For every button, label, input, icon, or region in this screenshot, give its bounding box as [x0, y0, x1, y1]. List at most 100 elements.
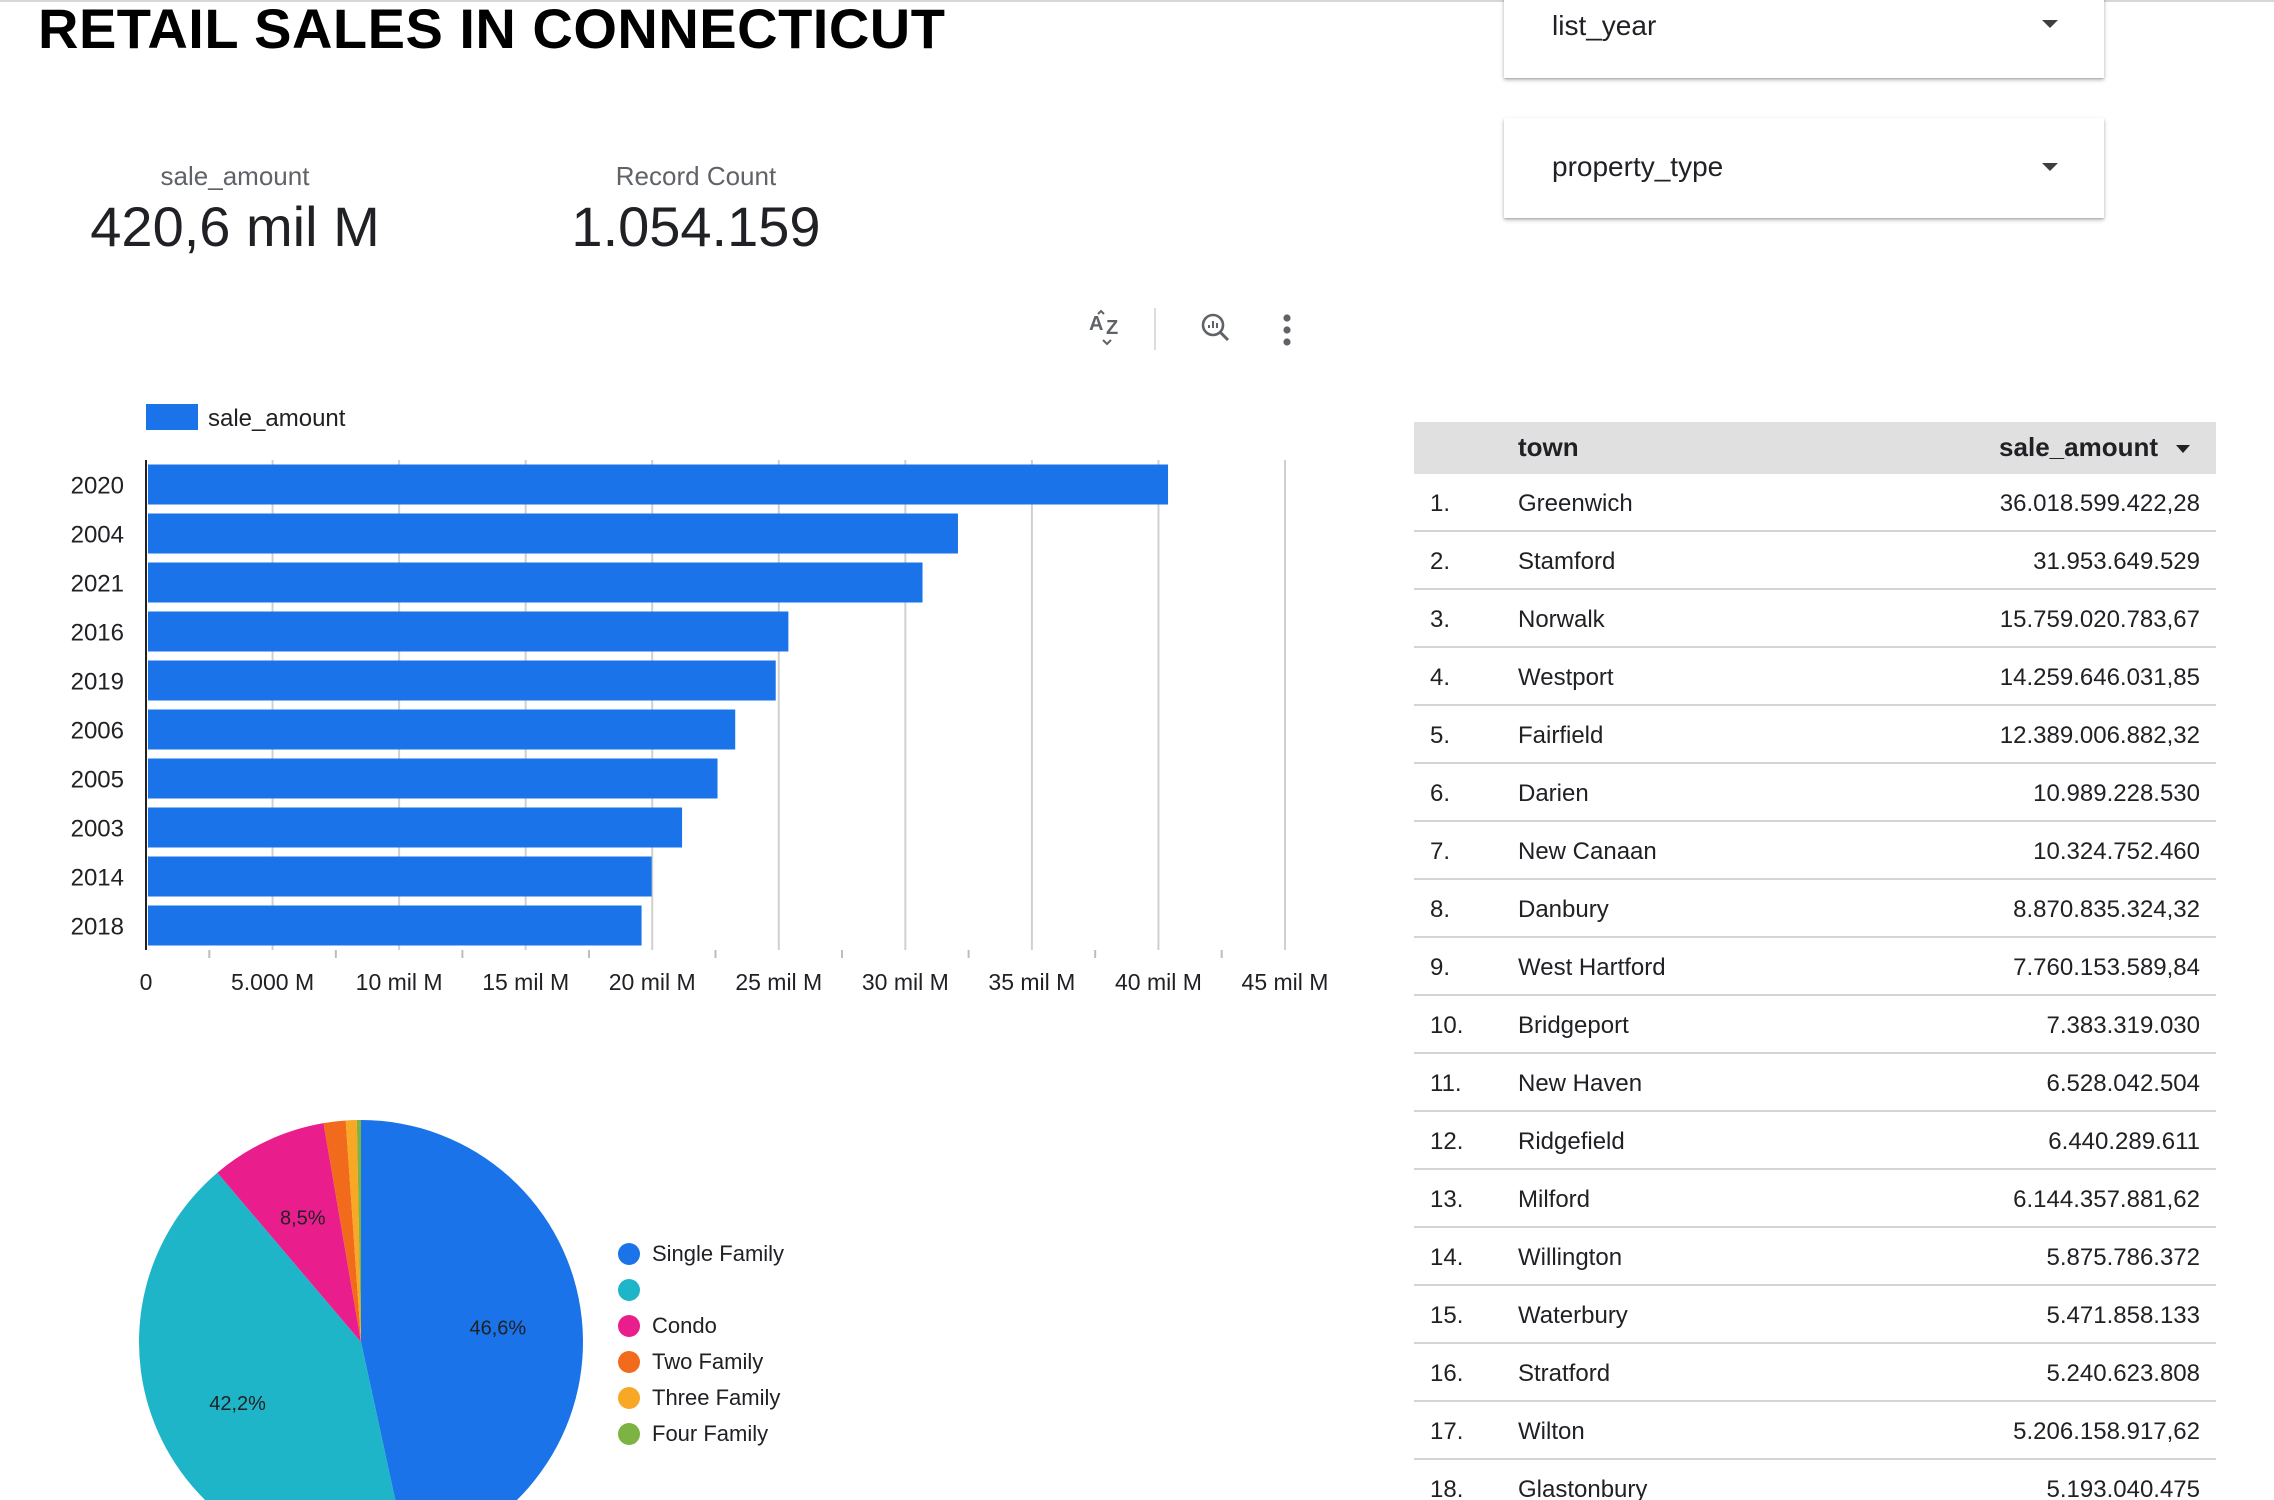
scorecard-label: sale_amount [160, 161, 310, 191]
pie-slice[interactable] [217, 1123, 361, 1342]
pie-slice-label: 8,5% [280, 1207, 326, 1229]
pie-slice[interactable] [139, 1172, 408, 1500]
town-cell: Waterbury [1518, 1302, 1628, 1329]
row-index: 7. [1430, 838, 1451, 865]
town-cell: Willington [1518, 1244, 1623, 1271]
row-index: 18. [1430, 1476, 1464, 1500]
row-index: 6. [1430, 780, 1451, 807]
bar[interactable] [148, 807, 683, 848]
filter-label: property_type [1552, 151, 1724, 182]
toolbar-divider [1154, 308, 1156, 350]
row-index: 11. [1430, 1070, 1462, 1097]
table-body: 1. Greenwich 36.018.599.422,28 2. Stamford 31… [1414, 474, 2216, 1500]
scorecard-record-count[interactable]: Record Count 1.054.159 [570, 160, 822, 258]
pie-legend-item[interactable] [618, 1272, 784, 1308]
pie-legend-item[interactable]: Four Family [618, 1416, 784, 1452]
town-cell: Stamford [1518, 548, 1616, 575]
pie-slice[interactable] [323, 1120, 361, 1342]
y-category-label: 2014 [71, 865, 124, 892]
bar[interactable] [148, 660, 776, 701]
row-index: 15. [1430, 1302, 1464, 1329]
bar[interactable] [148, 562, 923, 603]
sale-amount-cell: 5.471.858.133 [2046, 1302, 2200, 1329]
scorecard-sale-amount[interactable]: sale_amount 420,6 mil M [90, 160, 380, 258]
property-type-filter-dropdown[interactable]: property_type [1504, 118, 2104, 218]
town-cell: Ridgefield [1518, 1128, 1625, 1155]
more-vert-icon[interactable] [1270, 310, 1304, 350]
bar[interactable] [148, 709, 736, 750]
table-row[interactable]: 12. Ridgefield 6.440.289.611 [1414, 1112, 2216, 1170]
town-cell: New Haven [1518, 1070, 1643, 1097]
pie-legend-item[interactable]: Three Family [618, 1380, 784, 1416]
table-row[interactable]: 9. West Hartford 7.760.153.589,84 [1414, 938, 2216, 996]
pie-legend-item[interactable]: Single Family [618, 1236, 784, 1272]
town-cell: Norwalk [1518, 606, 1605, 633]
list-year-filter-dropdown[interactable]: list_year [1504, 0, 2104, 78]
column-header-town[interactable]: town [1518, 432, 1579, 462]
legend-dot [618, 1423, 640, 1445]
table-row[interactable]: 4. Westport 14.259.646.031,85 [1414, 648, 2216, 706]
town-cell: Greenwich [1518, 490, 1633, 517]
table-row[interactable]: 13. Milford 6.144.357.881,62 [1414, 1170, 2216, 1228]
town-cell: Danbury [1518, 896, 1609, 923]
table-row[interactable]: 15. Waterbury 5.471.858.133 [1414, 1286, 2216, 1344]
sort-az-icon[interactable]: A Z [1087, 308, 1127, 348]
legend-label: Two Family [652, 1349, 764, 1374]
pie-legend-item[interactable]: Two Family [618, 1344, 784, 1380]
column-header-sale-amount[interactable]: sale_amount [1999, 432, 2158, 462]
legend-label: Condo [652, 1313, 717, 1338]
top-divider [0, 0, 2274, 2]
sale-amount-cell: 6.440.289.611 [2048, 1128, 2200, 1155]
legend-dot [618, 1243, 640, 1265]
table-row[interactable]: 10. Bridgeport 7.383.319.030 [1414, 996, 2216, 1054]
legend-label: sale_amount [208, 405, 346, 432]
x-tick-label: 20 mil M [609, 969, 696, 995]
y-category-label: 2003 [71, 816, 124, 843]
table-row[interactable]: 16. Stratford 5.240.623.808 [1414, 1344, 2216, 1402]
table-row[interactable]: 3. Norwalk 15.759.020.783,67 [1414, 590, 2216, 648]
pie-slice[interactable] [361, 1120, 583, 1500]
y-category-label: 2005 [71, 767, 124, 794]
explore-icon[interactable] [1198, 310, 1232, 344]
bar[interactable] [148, 611, 789, 652]
pie-slice[interactable] [356, 1120, 361, 1342]
bar-chart[interactable]: sale_amount 0 5.000 M 10 mil M 15 mil M 20 mi… [0, 390, 1380, 1010]
x-tick-label: 40 mil M [1115, 969, 1202, 995]
bar-legend[interactable]: sale_amount [146, 404, 346, 432]
sort-descending-icon[interactable] [2176, 445, 2190, 453]
table-row[interactable]: 8. Danbury 8.870.835.324,32 [1414, 880, 2216, 938]
bar[interactable] [148, 856, 652, 897]
x-tick-label: 35 mil M [988, 969, 1075, 995]
table-row[interactable]: 11. New Haven 6.528.042.504 [1414, 1054, 2216, 1112]
table-row[interactable]: 17. Wilton 5.206.158.917,62 [1414, 1402, 2216, 1460]
table-row[interactable]: 5. Fairfield 12.389.006.882,32 [1414, 706, 2216, 764]
sale-amount-cell: 6.528.042.504 [2046, 1070, 2200, 1097]
pie-legend-item[interactable]: Condo [618, 1308, 784, 1344]
table-row[interactable]: 2. Stamford 31.953.649.529 [1414, 532, 2216, 590]
bar[interactable] [148, 905, 642, 946]
sale-amount-cell: 14.259.646.031,85 [1999, 664, 2200, 691]
row-index: 13. [1430, 1186, 1464, 1213]
sale-amount-cell: 10.989.228.530 [2033, 780, 2200, 807]
y-category-label: 2018 [71, 914, 124, 941]
dropdown-arrow-icon [2042, 20, 2058, 28]
table-row[interactable]: 18. Glastonbury 5.193.040.475 [1414, 1460, 2216, 1500]
table-row[interactable]: 1. Greenwich 36.018.599.422,28 [1414, 474, 2216, 532]
row-index: 3. [1430, 606, 1451, 633]
bar[interactable] [148, 758, 718, 799]
table-row[interactable]: 14. Willington 5.875.786.372 [1414, 1228, 2216, 1286]
pie-slice[interactable] [345, 1120, 361, 1342]
legend-label: Single Family [652, 1241, 785, 1266]
scorecard-value: 420,6 mil M [90, 195, 380, 258]
sale-amount-cell: 8.870.835.324,32 [2013, 896, 2200, 923]
table-row[interactable]: 6. Darien 10.989.228.530 [1414, 764, 2216, 822]
x-tick-label: 25 mil M [735, 969, 822, 995]
bar[interactable] [148, 513, 958, 554]
pie-chart[interactable]: 46,6% 42,2% 8,5% [120, 1100, 600, 1500]
table-row[interactable]: 7. New Canaan 10.324.752.460 [1414, 822, 2216, 880]
bar[interactable] [148, 464, 1169, 505]
pie-legend: Single Family Condo Two Family Three Family… [618, 1236, 784, 1452]
pie-slice-label: 46,6% [469, 1317, 526, 1339]
row-index: 8. [1430, 896, 1451, 923]
x-tick-label: 30 mil M [862, 969, 949, 995]
